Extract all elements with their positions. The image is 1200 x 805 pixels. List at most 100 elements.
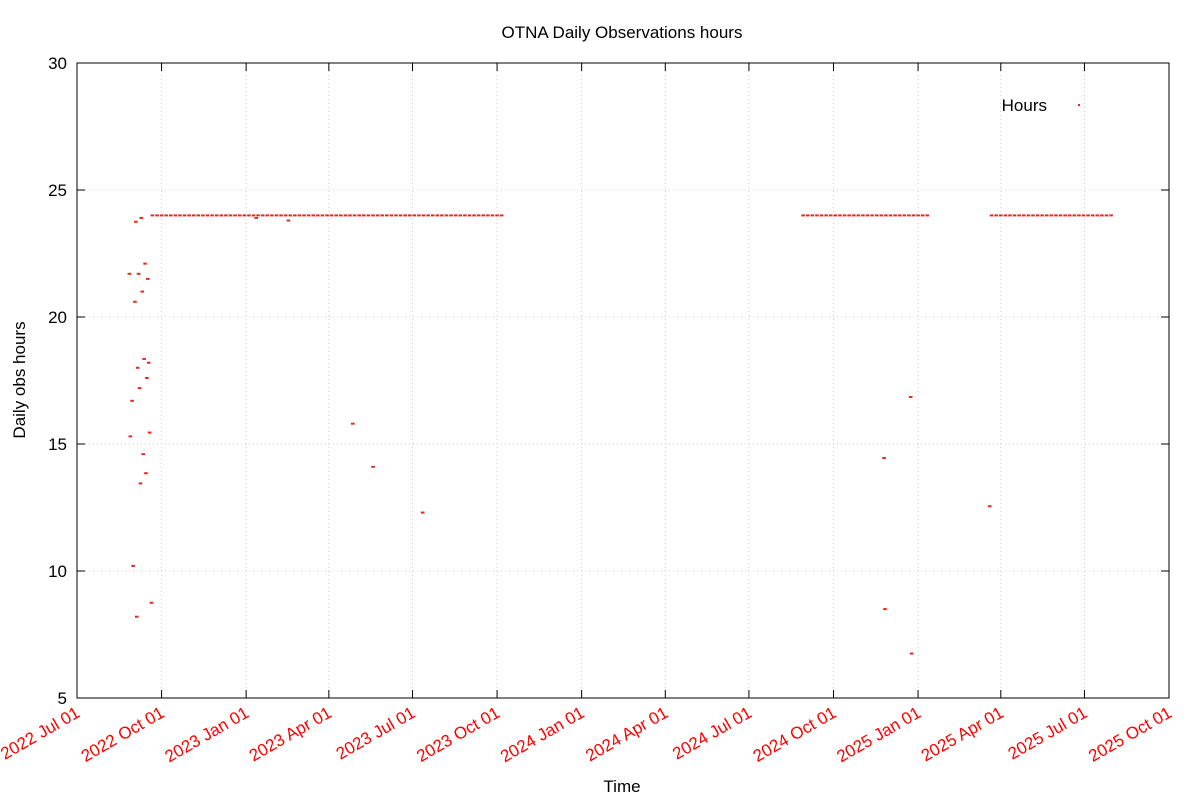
point [159,214,164,217]
point [325,214,329,217]
point [838,214,842,217]
point [440,214,444,217]
point [350,422,355,425]
point [251,214,256,217]
point [884,214,888,217]
point [1100,214,1104,217]
point [1058,214,1063,217]
point [902,214,907,217]
point [144,472,148,475]
point [361,214,366,217]
point [205,214,210,217]
point [302,214,306,217]
point [380,214,384,217]
point [987,505,992,508]
point [191,214,196,217]
point [164,214,168,217]
point [1035,214,1040,217]
point [1031,214,1035,217]
point [143,262,147,265]
point [824,214,828,217]
point [1104,214,1109,217]
point [879,214,884,217]
point [375,214,380,217]
point [146,361,151,364]
point [394,214,398,217]
point [1067,214,1072,217]
point [908,396,913,399]
point [293,214,297,217]
point [352,214,357,217]
point [842,214,847,217]
point [1077,214,1081,217]
point [283,214,288,217]
point [329,214,334,217]
point [219,214,224,217]
point [173,214,178,217]
point [815,214,819,217]
point [366,214,371,217]
point [828,214,833,217]
point [270,214,274,217]
point [150,214,155,217]
point [499,214,504,217]
point [994,214,998,217]
point [805,214,810,217]
point [348,214,352,217]
point [856,214,861,217]
point [145,277,150,280]
point [1026,214,1031,217]
point [426,214,430,217]
point [201,214,205,217]
point [481,214,486,217]
point [407,214,412,217]
point [389,214,394,217]
point [1072,214,1077,217]
point [874,214,879,217]
point [819,214,824,217]
y-tick-label: 20 [48,308,67,327]
point [1012,214,1017,217]
point [297,214,302,217]
point [134,615,139,618]
point [1054,214,1058,217]
point [135,366,140,369]
point [343,214,348,217]
y-tick-label: 15 [48,435,67,454]
point [371,214,375,217]
point [145,376,149,379]
point [1086,214,1090,217]
point [851,214,856,217]
point [1049,214,1054,217]
point [187,214,191,217]
point [412,214,417,217]
point [1044,214,1049,217]
point [430,214,435,217]
point [463,214,467,217]
point [168,214,173,217]
point [833,214,838,217]
point [1040,214,1044,217]
point [131,564,135,567]
point [909,652,914,655]
point [916,214,920,217]
point [288,214,293,217]
point [139,216,144,219]
point [286,219,291,222]
point [138,482,143,485]
point [182,214,187,217]
point [458,214,463,217]
y-axis-label: Daily obs hours [10,321,29,438]
point [911,214,916,217]
point [133,300,137,303]
point [334,214,339,217]
point [883,608,887,611]
point [128,435,133,438]
point [274,214,279,217]
point [247,214,251,217]
y-tick-label: 5 [58,689,67,708]
point [893,214,897,217]
point [449,214,453,217]
